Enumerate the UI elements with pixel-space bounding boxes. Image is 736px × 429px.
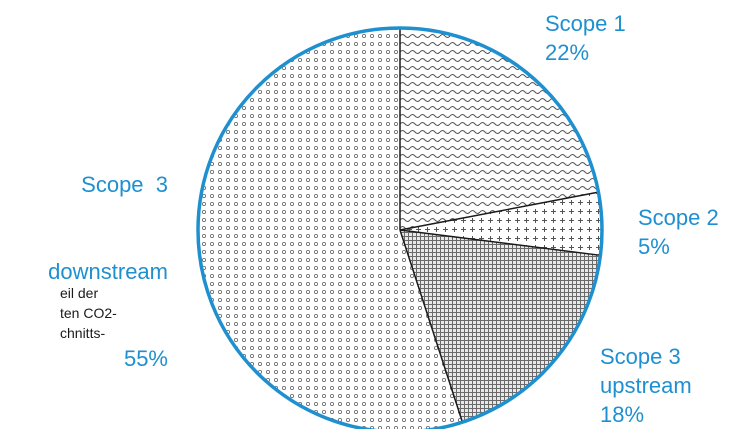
label-scope-1-value: 22% bbox=[545, 40, 590, 65]
side-text: eil der ten CO2- chnitts- bbox=[60, 283, 117, 343]
side-text-line-1: eil der bbox=[60, 285, 99, 301]
pie-slice-scope-2 bbox=[400, 192, 602, 256]
slice-divider-2 bbox=[399, 191, 599, 231]
pie-slice-scope-1 bbox=[400, 28, 599, 230]
label-scope-3-upstream-name: Scope 3 bbox=[600, 344, 681, 369]
pie-slice-scope-3-downstream bbox=[198, 28, 463, 429]
label-scope-3-downstream-sub: downstream bbox=[48, 259, 168, 284]
slice-divider-4 bbox=[399, 229, 464, 423]
side-text-line-2: ten CO2- bbox=[60, 305, 117, 321]
label-scope-3-upstream-value: 18% bbox=[600, 402, 645, 427]
side-text-line-3: chnitts- bbox=[60, 325, 106, 341]
label-scope-1-name: Scope 1 bbox=[545, 11, 626, 36]
label-scope-1: Scope 1 22% bbox=[545, 9, 626, 67]
label-scope-2-value: 5% bbox=[638, 234, 670, 259]
label-scope-3-downstream-value: 55% bbox=[123, 346, 168, 371]
label-scope-3-upstream-sub: upstream bbox=[600, 373, 692, 398]
label-scope-3-downstream-name: Scope 3 bbox=[81, 172, 168, 197]
pie-outline bbox=[196, 26, 604, 429]
label-scope-3-downstream: Scope 3 downstream 55% bbox=[48, 112, 168, 402]
pie-slice-scope-3-upstream bbox=[400, 230, 601, 423]
label-scope-2: Scope 2 5% bbox=[638, 203, 719, 261]
slice-divider-3 bbox=[399, 229, 601, 257]
label-scope-2-name: Scope 2 bbox=[638, 205, 719, 230]
label-scope-3-upstream: Scope 3 upstream 18% bbox=[600, 342, 692, 429]
